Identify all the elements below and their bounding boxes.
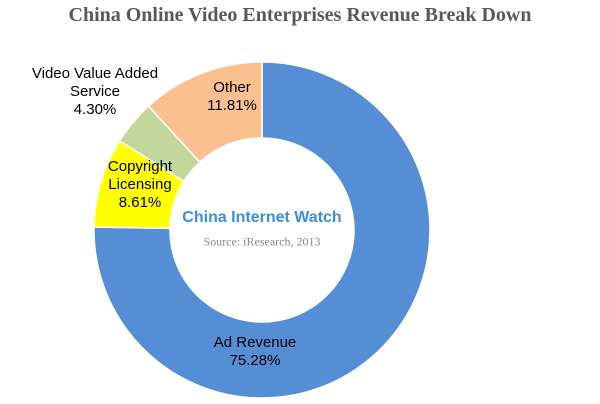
donut-slice — [147, 61, 263, 164]
slice-label: Video Value Added Service 4.30% — [25, 65, 165, 119]
donut-slice — [93, 61, 431, 399]
value-label: 11.81% — [207, 97, 257, 114]
value-label: 75.28% — [229, 352, 281, 369]
source: Source: iResearch, 2013 — [203, 234, 321, 249]
category-label: Other — [213, 79, 251, 96]
category-label: Video Value Added Service — [31, 65, 159, 100]
chart-title: China Online Video Enterprises Revenue B… — [68, 4, 532, 26]
value-label: 4.30% — [73, 101, 117, 118]
category-label: Ad Revenue — [213, 334, 297, 351]
watermark: China Internet Watch — [182, 209, 342, 226]
slice-label: Copyright Licensing 8.61% — [85, 158, 195, 212]
category-label: Copyright Licensing — [107, 158, 173, 193]
value-label: 8.61% — [118, 194, 162, 211]
slice-label: Ad Revenue 75.28% — [195, 334, 315, 370]
slice-label: Other 11.81% — [187, 79, 277, 115]
